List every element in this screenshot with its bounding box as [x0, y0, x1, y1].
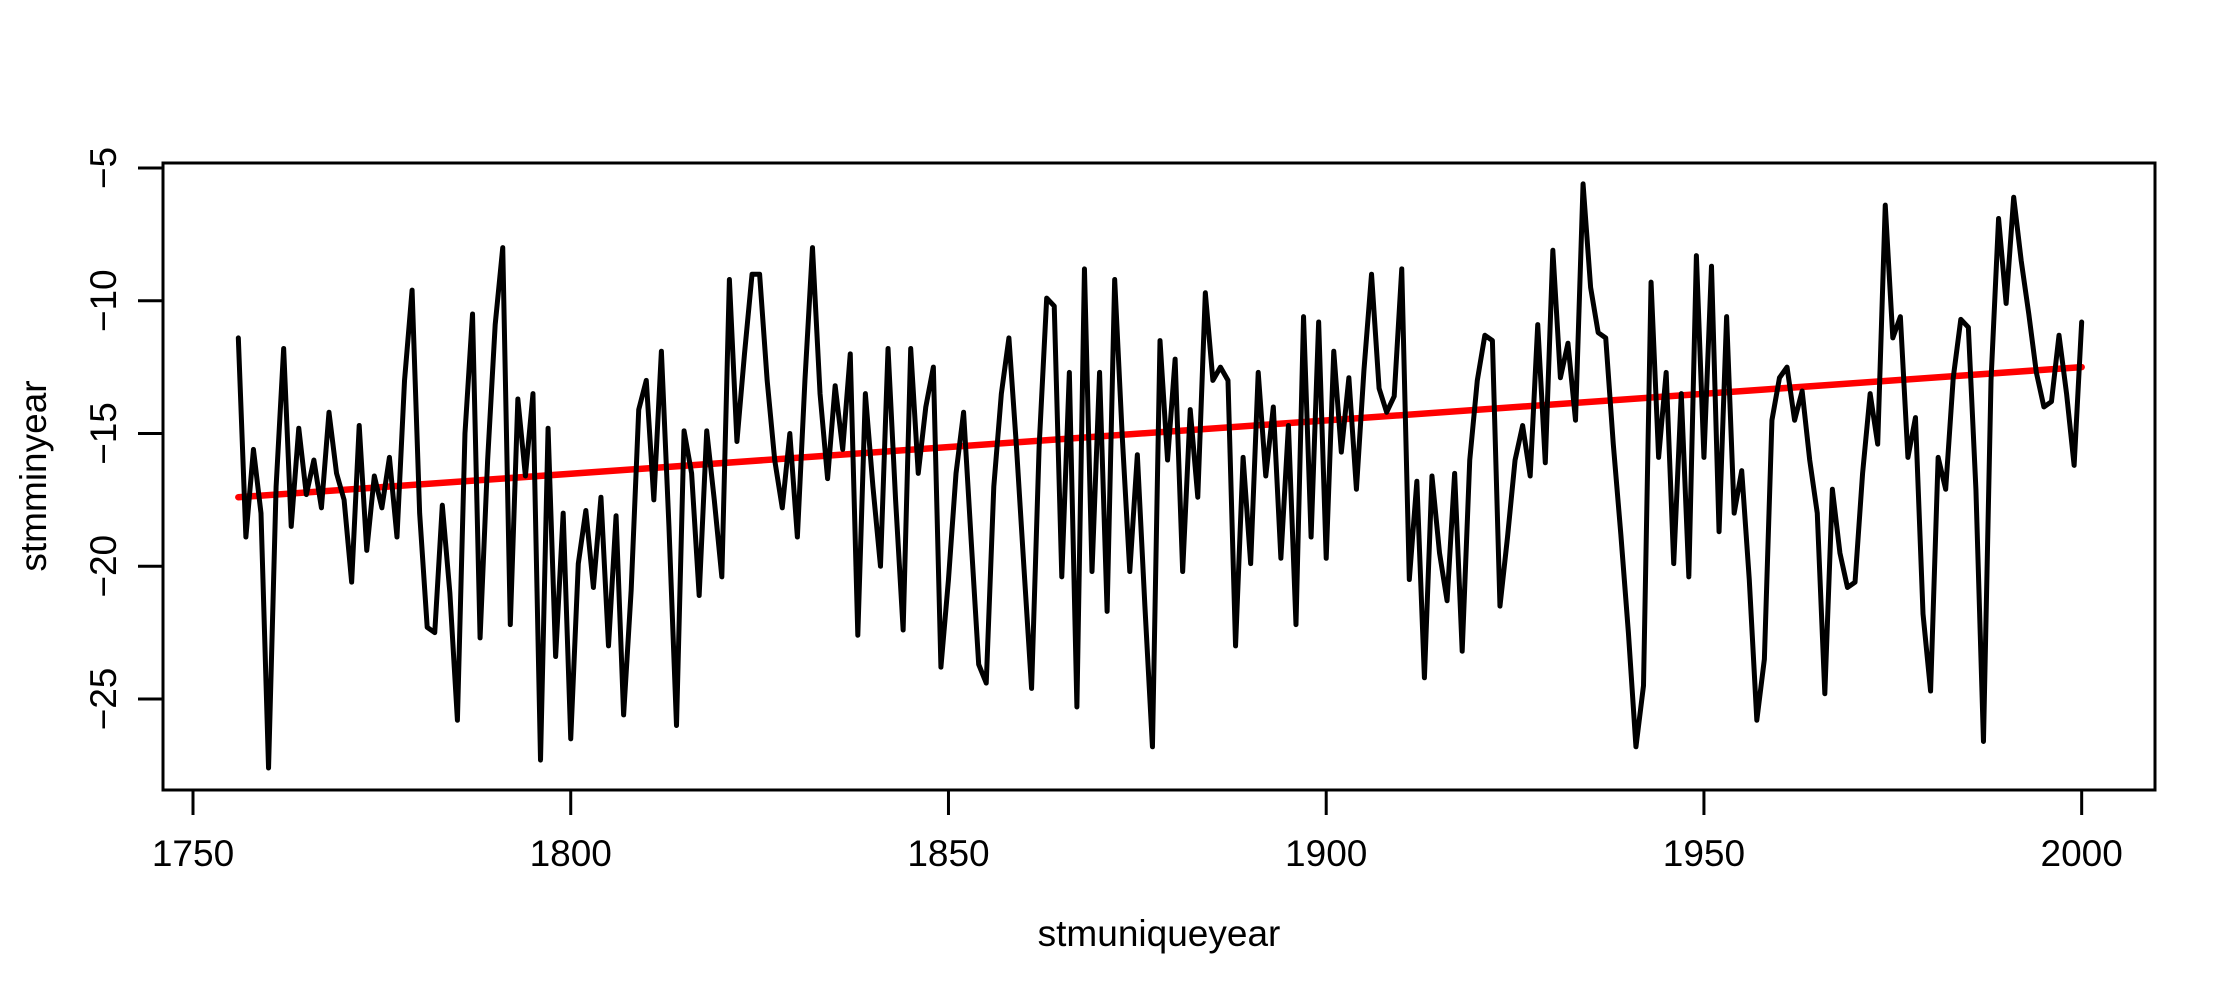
y-tick-label: −25 — [83, 668, 124, 731]
x-axis-label: stmuniqueyear — [1038, 913, 1281, 954]
y-tick-label: −20 — [83, 535, 124, 598]
x-tick-label: 1750 — [152, 833, 234, 874]
x-tick-label: 1900 — [1285, 833, 1367, 874]
x-tick-label: 1850 — [907, 833, 989, 874]
y-axis-label: stmminyear — [13, 380, 54, 571]
plot-border — [161, 161, 2157, 792]
x-tick-label: 1800 — [530, 833, 612, 874]
plot-area: 1750 1800 1850 1900 1950 2000 −5 −10 −15 −20 −25 — [83, 147, 2157, 874]
y-tick-label: −10 — [83, 269, 124, 332]
y-tick-label: −15 — [83, 402, 124, 465]
x-tick-label: 2000 — [2041, 833, 2123, 874]
y-tick-label: −5 — [83, 147, 124, 189]
series-line — [235, 181, 2085, 771]
x-tick-label: 1950 — [1663, 833, 1745, 874]
